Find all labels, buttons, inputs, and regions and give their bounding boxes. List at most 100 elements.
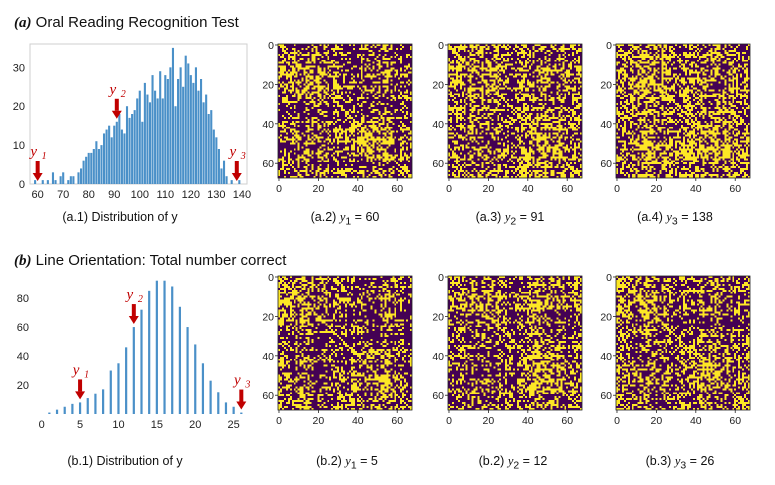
arrow-label-sub: 2 — [121, 89, 126, 100]
arrow-label-sub: 3 — [240, 151, 246, 162]
bar — [51, 172, 55, 184]
caption-a4: (a.4) y3 = 138 — [600, 210, 750, 228]
x-tick-label: 60 — [561, 415, 573, 427]
x-tick-label: 60 — [391, 183, 403, 195]
y-tick-label: 60 — [262, 390, 274, 402]
bar — [48, 412, 51, 414]
arrow-label-sub: 1 — [42, 151, 47, 162]
caption-a3-var: y — [504, 210, 511, 224]
bar — [212, 129, 215, 184]
caption-a3-sub: 2 — [510, 216, 517, 228]
y-tick-label: 20 — [432, 311, 444, 323]
bar — [171, 47, 175, 185]
bar — [192, 82, 195, 184]
caption-b3-eq: = 12 — [522, 454, 548, 468]
x-tick-label: 0 — [614, 415, 620, 427]
bar — [194, 67, 197, 184]
arrow-head — [111, 110, 122, 119]
y-tick-label: 40 — [432, 351, 444, 363]
y-tick-label: 60 — [432, 158, 444, 170]
bar — [108, 125, 111, 184]
x-tick-label: 40 — [690, 183, 702, 195]
bar — [174, 106, 177, 184]
y-tick-label: 40 — [262, 119, 274, 131]
arrow-head — [231, 173, 242, 181]
bar — [123, 133, 126, 184]
bar — [148, 102, 152, 184]
caption-b3-prefix: (b.2) — [478, 454, 505, 468]
x-tick-label: 20 — [189, 419, 201, 431]
section-title-b: (b) Line Orientation: Total number corre… — [14, 252, 286, 270]
y-tick-label: 30 — [13, 62, 25, 74]
caption-b2-prefix: (b.2) — [316, 454, 342, 468]
bar — [161, 98, 164, 184]
bar — [77, 172, 80, 184]
caption-b2-var: y — [345, 454, 351, 468]
heatmap-cells — [278, 44, 412, 178]
bar — [46, 180, 49, 184]
caption-b3: (b.2) y2 = 12 — [438, 454, 588, 472]
y-tick-label: 60 — [432, 390, 444, 402]
y-tick-label: 0 — [268, 272, 274, 284]
caption-a1: (a.1) Distribution of y — [20, 210, 220, 224]
bar — [207, 114, 210, 184]
x-tick-label: 5 — [77, 419, 83, 431]
heatmap-a4: 0 20 40 60 0 20 40 60 — [600, 40, 751, 195]
bar — [102, 389, 105, 414]
arrow-head — [75, 391, 86, 400]
bar — [217, 392, 220, 414]
y-tick-label: 40 — [600, 119, 612, 131]
bar — [82, 160, 85, 184]
arrow-label-y1: y — [71, 362, 80, 378]
caption-b4-prefix: (b.3) — [645, 454, 672, 468]
arrow-label-y3: y — [232, 373, 241, 389]
arrow-label-y2: y — [124, 287, 133, 303]
y-tick-label: 20 — [600, 311, 612, 323]
bar — [163, 280, 166, 414]
bar — [92, 149, 95, 184]
bar — [138, 90, 141, 184]
bar — [72, 176, 75, 184]
bar — [69, 176, 72, 184]
bar — [67, 180, 70, 184]
arrow-shaft — [114, 98, 119, 111]
y-tick-label: 20 — [262, 311, 274, 323]
bar — [110, 137, 113, 184]
heatmap-frame — [447, 43, 583, 179]
y-tick-label: 20 — [262, 79, 274, 91]
y-tick-label: 10 — [13, 140, 25, 152]
bar — [71, 403, 74, 414]
arrow-shaft — [131, 304, 136, 317]
x-tick-label: 130 — [207, 189, 225, 201]
arrow-label-sub: 2 — [138, 294, 143, 305]
bar — [189, 75, 192, 184]
x-tick-label: 0 — [276, 183, 282, 195]
bar — [80, 168, 83, 184]
arrow-shaft — [35, 161, 40, 173]
caption-b4: (b.3) y3 = 26 — [605, 454, 755, 472]
x-tick-label: 40 — [522, 183, 534, 195]
bar — [54, 180, 57, 184]
x-tick-label: 70 — [57, 189, 69, 201]
bar — [209, 380, 212, 414]
y-tick-label: 40 — [262, 351, 274, 363]
x-tick-label: 120 — [182, 189, 200, 201]
bar — [169, 67, 172, 184]
bar — [178, 306, 181, 414]
bar — [224, 402, 228, 414]
bar — [184, 55, 187, 185]
x-tick-label: 60 — [729, 415, 741, 427]
caption-b4-var: y — [674, 454, 681, 468]
heatmap-frame — [615, 275, 751, 411]
bar — [166, 79, 169, 184]
bar — [146, 94, 149, 184]
x-tick-label: 40 — [352, 183, 364, 195]
arrow-head — [236, 401, 247, 410]
bar — [155, 280, 158, 414]
bar — [240, 412, 243, 414]
bar — [199, 79, 203, 184]
x-tick-label: 20 — [651, 415, 663, 427]
bar — [34, 180, 37, 184]
bar — [117, 363, 120, 414]
